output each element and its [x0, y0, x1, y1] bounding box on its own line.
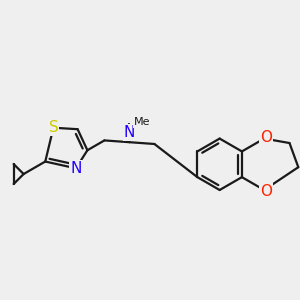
Text: S: S: [49, 120, 58, 135]
Text: N: N: [124, 125, 135, 140]
Text: O: O: [260, 130, 272, 145]
Text: O: O: [260, 184, 272, 199]
Text: Me: Me: [134, 117, 150, 127]
Text: N: N: [70, 161, 82, 176]
